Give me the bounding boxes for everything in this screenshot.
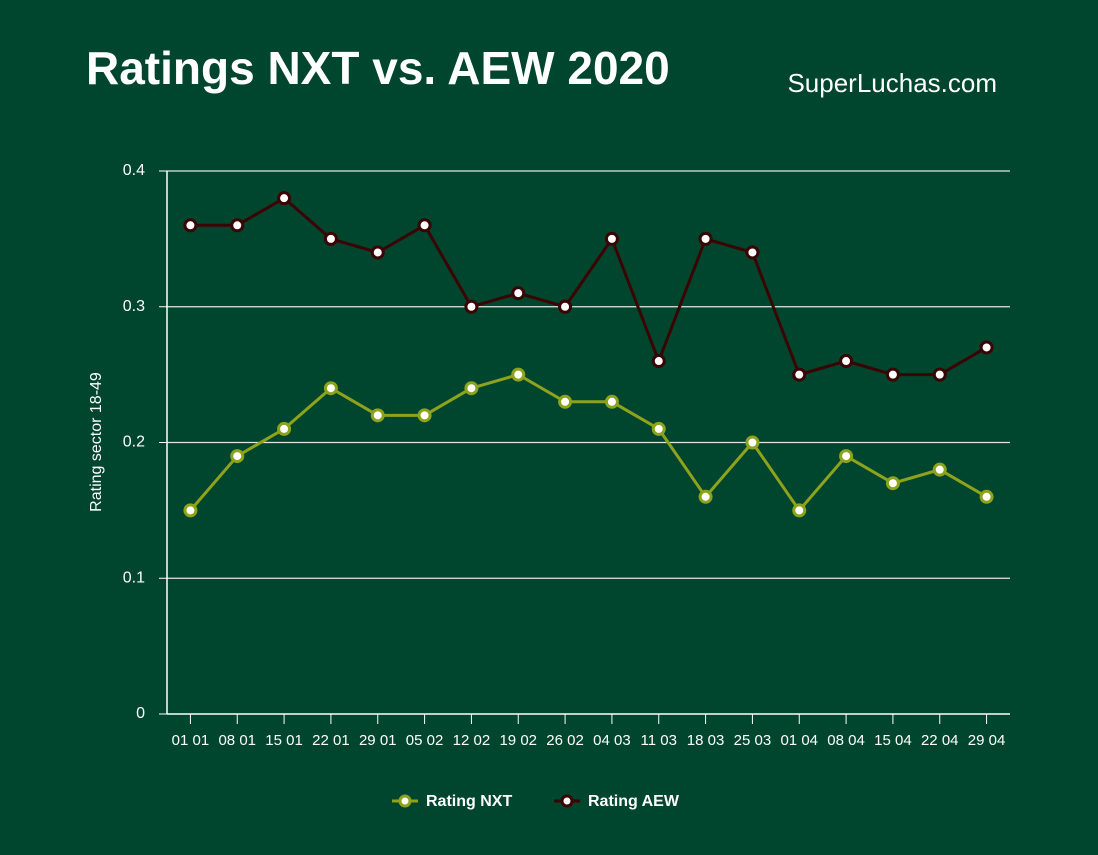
point	[792, 503, 807, 518]
point	[698, 489, 713, 504]
x-tick-label: 15 01	[265, 732, 303, 749]
point	[323, 231, 338, 246]
point	[651, 421, 666, 436]
y-tick-label: 0.4	[123, 162, 145, 179]
point	[698, 231, 713, 246]
point	[745, 245, 760, 260]
y-tick-label: 0	[136, 705, 145, 722]
y-tick-label: 0.2	[123, 434, 145, 451]
source: SuperLuchas.com	[787, 68, 997, 98]
point	[651, 354, 666, 369]
point	[604, 231, 619, 246]
point	[885, 367, 900, 382]
x-tick-label: 11 03	[641, 732, 677, 749]
point	[511, 367, 526, 382]
y-tick-label: 0.3	[123, 298, 145, 315]
series-line	[190, 196, 988, 377]
x-tick-label: 22 04	[921, 732, 959, 749]
point	[885, 476, 900, 491]
chart-title: Ratings NXT vs. AEW 2020	[86, 42, 670, 94]
x-tick-label: 26 02	[546, 732, 584, 749]
x-tick-label: 01 04	[780, 732, 818, 749]
legend-label: Rating NXT	[426, 793, 512, 810]
point	[464, 299, 479, 314]
legend-marker	[398, 794, 412, 808]
x-tick-label: 15 04	[874, 732, 912, 749]
y-axis-label: Rating sector 18-49	[88, 372, 105, 512]
point	[511, 286, 526, 301]
x-tick-label: 18 03	[687, 732, 725, 749]
point	[792, 367, 807, 382]
x-tick-label: 12 02	[453, 732, 491, 749]
point	[183, 218, 198, 233]
legend-marker	[560, 794, 574, 808]
point	[417, 218, 432, 233]
x-tick-label: 08 01	[218, 732, 256, 749]
x-tick-label: 22 01	[312, 732, 350, 749]
point	[230, 218, 245, 233]
x-tick-label: 19 02	[499, 732, 537, 749]
x-tick-label: 29 04	[968, 732, 1006, 749]
point	[558, 299, 573, 314]
point	[230, 449, 245, 464]
point	[370, 245, 385, 260]
point	[464, 381, 479, 396]
x-tick-label: 25 03	[734, 732, 772, 749]
y-tick-label: 0.1	[123, 569, 145, 586]
point	[604, 394, 619, 409]
x-tick-label: 29 01	[359, 732, 397, 749]
point	[839, 354, 854, 369]
point	[277, 191, 292, 206]
x-tick-label: 04 03	[593, 732, 631, 749]
x-tick-label: 05 02	[406, 732, 444, 749]
point	[745, 435, 760, 450]
point	[558, 394, 573, 409]
point	[370, 408, 385, 423]
point	[277, 421, 292, 436]
point	[932, 462, 947, 477]
legend-label: Rating AEW	[588, 793, 680, 810]
point	[839, 449, 854, 464]
point	[323, 381, 338, 396]
x-tick-label: 01 01	[172, 732, 210, 749]
series-line	[189, 373, 988, 513]
point	[932, 367, 947, 382]
point	[979, 340, 994, 355]
point	[183, 503, 198, 518]
point	[417, 408, 432, 423]
point	[979, 489, 994, 504]
x-tick-label: 08 04	[827, 732, 865, 749]
